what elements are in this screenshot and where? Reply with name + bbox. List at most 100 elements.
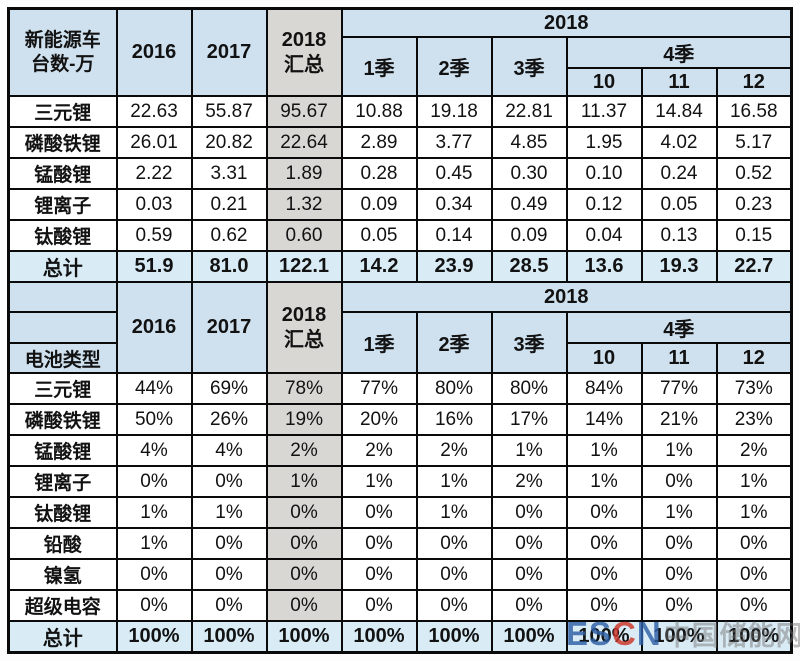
data-cell: 14.2	[340, 250, 418, 283]
row-label: 锰酸锂	[7, 434, 118, 467]
data-cell: 1%	[190, 496, 268, 529]
data-cell: 19.3	[640, 250, 718, 283]
data-cell: 0.62	[190, 219, 268, 252]
col-header-month-11: 11	[640, 67, 718, 97]
data-cell: 10.88	[340, 95, 418, 128]
data-cell: 26%	[190, 403, 268, 436]
data-cell: 44%	[115, 372, 193, 405]
col-header-q2: 2季	[415, 311, 493, 374]
year-group-2018: 2018	[340, 281, 793, 313]
data-cell: 0%	[565, 496, 643, 529]
data-cell: 14%	[565, 403, 643, 436]
data-cell: 22.64	[265, 126, 343, 159]
data-cell: 0%	[490, 496, 568, 529]
data-cell: 2%	[415, 434, 493, 467]
data-cell: 95.67	[265, 95, 343, 128]
data-cell: 0%	[565, 589, 643, 622]
data-cell: 0%	[640, 465, 718, 498]
col-header-month-10: 10	[565, 342, 643, 374]
table-row: 锰酸锂 4% 4% 2% 2% 2% 1% 1% 1% 2%	[7, 434, 793, 467]
col-header-2016: 2016	[115, 281, 193, 374]
data-cell: 20%	[340, 403, 418, 436]
col-header-month-12: 12	[715, 67, 793, 97]
row-label: 锂离子	[7, 465, 118, 498]
header-row: 电池类型 10 11 12	[7, 342, 793, 374]
data-cell: 0%	[640, 558, 718, 591]
data-cell: 1%	[640, 496, 718, 529]
data-cell: 50%	[115, 403, 193, 436]
col-header-2018-total: 2018 汇总	[265, 7, 343, 97]
data-cell: 0.12	[565, 188, 643, 221]
data-cell: 100%	[640, 620, 718, 654]
row-label: 锰酸锂	[7, 157, 118, 190]
data-cell: 100%	[340, 620, 418, 654]
data-cell: 100%	[490, 620, 568, 654]
data-cell: 77%	[640, 372, 718, 405]
data-cell: 100%	[715, 620, 793, 654]
row-label: 总计	[7, 620, 118, 654]
data-cell: 1%	[715, 496, 793, 529]
section-1-body: 三元锂 22.63 55.87 95.67 10.88 19.18 22.81 11.37 14…	[7, 95, 793, 283]
data-cell: 0%	[715, 558, 793, 591]
data-cell: 0.14	[415, 219, 493, 252]
data-cell: 23%	[715, 403, 793, 436]
col-header-q3: 3季	[490, 311, 568, 374]
row-label: 三元锂	[7, 95, 118, 128]
row-label: 磷酸铁锂	[7, 403, 118, 436]
col-header-q1: 1季	[340, 36, 418, 97]
data-cell: 4.85	[490, 126, 568, 159]
corner-label-vehicle-count: 新能源车 台数-万	[7, 7, 118, 97]
row-label: 磷酸铁锂	[7, 126, 118, 159]
data-cell: 0.04	[565, 219, 643, 252]
data-cell: 0.34	[415, 188, 493, 221]
data-cell: 2%	[490, 465, 568, 498]
data-cell: 0%	[265, 527, 343, 560]
data-cell: 13.6	[565, 250, 643, 283]
data-cell: 0%	[415, 558, 493, 591]
data-cell: 0.05	[640, 188, 718, 221]
col-header-month-11: 11	[640, 342, 718, 374]
data-cell: 0%	[265, 496, 343, 529]
data-cell: 51.9	[115, 250, 193, 283]
data-cell: 0%	[115, 558, 193, 591]
col-header-month-10: 10	[565, 67, 643, 97]
data-cell: 14.84	[640, 95, 718, 128]
data-cell: 0%	[415, 527, 493, 560]
col-header-2017: 2017	[190, 7, 268, 97]
data-cell: 2%	[715, 434, 793, 467]
row-label: 总计	[7, 250, 118, 283]
data-cell: 19.18	[415, 95, 493, 128]
data-cell: 1%	[415, 496, 493, 529]
data-cell: 0%	[190, 527, 268, 560]
data-cell: 0%	[340, 496, 418, 529]
table-row: 铅酸 1% 0% 0% 0% 0% 0% 0% 0% 0%	[7, 527, 793, 560]
table-row: 锂离子 0% 0% 1% 1% 1% 2% 1% 0% 1%	[7, 465, 793, 498]
col-header-q3: 3季	[490, 36, 568, 97]
data-cell: 122.1	[265, 250, 343, 283]
data-cell: 0%	[640, 527, 718, 560]
header-row: 2016 2017 2018 汇总 2018	[7, 281, 793, 374]
row-label: 镍氢	[7, 558, 118, 591]
data-cell: 22.7	[715, 250, 793, 283]
data-cell: 1.89	[265, 157, 343, 190]
row-label: 三元锂	[7, 372, 118, 405]
header-row: 新能源车 台数-万 2016 2017 2018 汇总 2018	[7, 7, 793, 97]
table-row: 钛酸锂 1% 1% 0% 0% 1% 0% 0% 1% 1%	[7, 496, 793, 529]
data-cell: 1.32	[265, 188, 343, 221]
data-cell: 1%	[640, 434, 718, 467]
data-cell: 0.09	[490, 219, 568, 252]
ev-battery-data-table: 新能源车 台数-万 2016 2017 2018 汇总 2018 1季 2季 3…	[7, 7, 793, 654]
data-cell: 100%	[565, 620, 643, 654]
year-group-2018: 2018	[340, 7, 793, 38]
data-cell: 0%	[490, 527, 568, 560]
row-label: 钛酸锂	[7, 219, 118, 252]
data-cell: 0%	[340, 558, 418, 591]
data-cell: 2.89	[340, 126, 418, 159]
data-cell: 1%	[115, 496, 193, 529]
data-cell: 1%	[715, 465, 793, 498]
table-row: 磷酸铁锂 50% 26% 19% 20% 16% 17% 14% 21% 23%	[7, 403, 793, 436]
data-cell: 0%	[490, 558, 568, 591]
data-cell: 0%	[715, 527, 793, 560]
row-label: 锂离子	[7, 188, 118, 221]
data-cell: 0%	[565, 527, 643, 560]
